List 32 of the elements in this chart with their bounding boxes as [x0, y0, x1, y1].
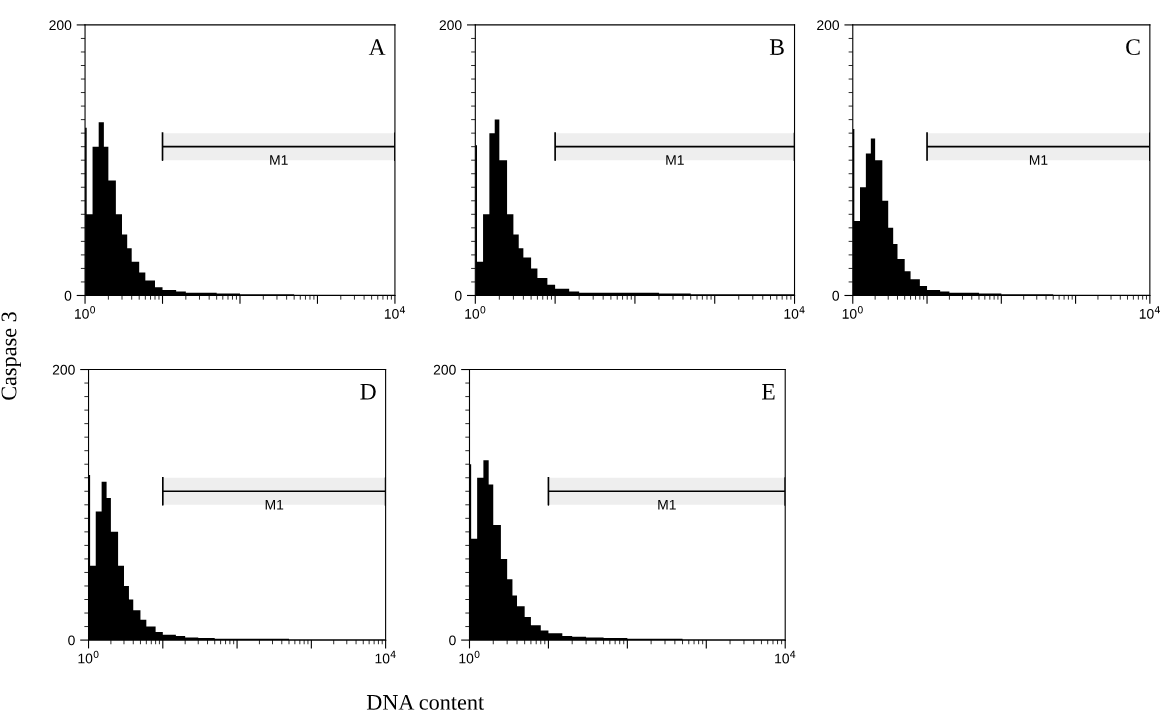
x-tick-label: 10$^{4}$	[384, 306, 406, 319]
x-tick-label: 10$^{0}$	[78, 650, 99, 664]
y-tick-label: 200	[439, 20, 462, 31]
y-tick-label: 200	[433, 364, 456, 375]
y-tick-label: 0	[832, 290, 840, 301]
x-tick-label: 10$^{0}$	[465, 306, 486, 319]
x-tick-label: 10$^{0}$	[74, 306, 96, 319]
band-label: M1	[265, 499, 284, 510]
band-label: M1	[666, 155, 684, 165]
x-tick-label: 10$^{4}$	[1139, 306, 1160, 319]
chart-title: D	[360, 383, 376, 400]
band-label: M1	[1029, 155, 1048, 165]
x-tick-label: 10$^{0}$	[459, 650, 480, 664]
band-label: M1	[658, 499, 676, 510]
y-tick-label: 200	[52, 364, 75, 375]
x-axis-title: DNA content	[366, 694, 485, 710]
chart-title: C	[1126, 39, 1140, 56]
x-tick-label: 10$^{4}$	[784, 306, 805, 319]
y-tick-label: 0	[64, 290, 72, 301]
chart-title: A	[368, 39, 386, 55]
y-tick-label: 0	[68, 635, 75, 646]
chart-title: B	[769, 39, 784, 55]
y-tick-label: 200	[817, 20, 840, 31]
y-tick-label: 0	[449, 635, 456, 646]
y-tick-label: 0	[454, 290, 462, 301]
chart-title: E	[762, 383, 775, 400]
x-tick-label: 10$^{4}$	[375, 650, 396, 664]
y-axis-title: Caspase 3	[1, 312, 21, 400]
band-label: M1	[270, 155, 288, 165]
x-tick-label: 10$^{0}$	[842, 306, 863, 319]
x-tick-label: 10$^{4}$	[775, 650, 796, 664]
y-tick-label: 200	[49, 20, 72, 31]
